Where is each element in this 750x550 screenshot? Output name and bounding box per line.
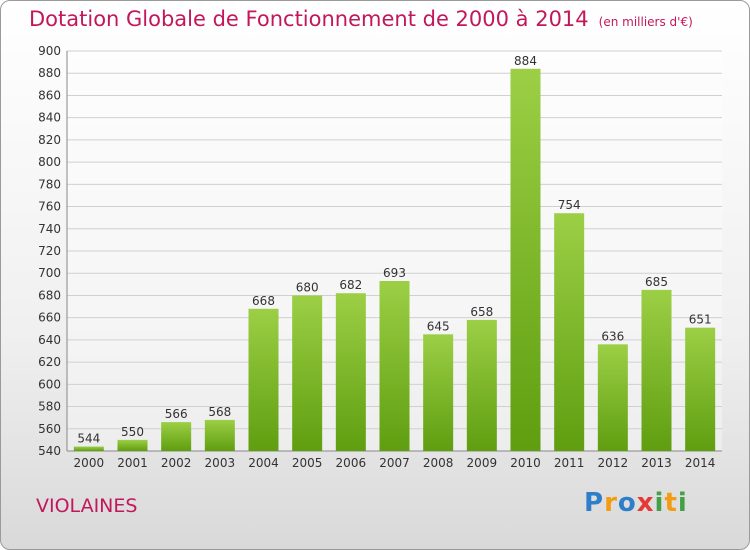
chart-title-text: Dotation Globale de Fonctionnement de 20…: [29, 7, 589, 31]
y-tick-label: 600: [38, 377, 61, 391]
y-tick-label: 840: [38, 111, 61, 125]
x-tick-label: 2010: [510, 456, 541, 470]
x-tick-label: 2006: [336, 456, 367, 470]
place-name: VIOLAINES: [36, 495, 138, 517]
x-tick-label: 2004: [248, 456, 279, 470]
y-tick-label: 700: [38, 266, 61, 280]
x-tick-label: 2008: [423, 456, 454, 470]
bar-2007: [379, 281, 410, 451]
data-label: 658: [470, 305, 493, 319]
bar-2008: [423, 334, 454, 451]
data-label: 884: [514, 54, 537, 68]
x-tick-label: 2000: [74, 456, 105, 470]
x-tick-label: 2007: [379, 456, 410, 470]
x-tick-label: 2011: [554, 456, 585, 470]
y-tick-label: 780: [38, 177, 61, 191]
bar-2012: [597, 344, 628, 451]
x-tick-label: 2005: [292, 456, 323, 470]
data-label: 680: [296, 280, 319, 294]
bar-2000: [73, 446, 104, 451]
data-label: 566: [165, 407, 188, 421]
bar-2009: [466, 319, 497, 451]
x-tick-label: 2012: [598, 456, 629, 470]
data-label: 645: [427, 319, 450, 333]
data-label: 544: [77, 432, 100, 446]
y-tick-label: 820: [38, 133, 61, 147]
x-tick-label: 2002: [161, 456, 192, 470]
bar-2001: [117, 439, 148, 451]
y-tick-label: 620: [38, 355, 61, 369]
x-tick-label: 2013: [641, 456, 672, 470]
bar-2006: [335, 293, 366, 451]
y-tick-label: 800: [38, 155, 61, 169]
y-tick-label: 720: [38, 244, 61, 258]
x-tick-label: 2001: [117, 456, 148, 470]
data-label: 668: [252, 294, 275, 308]
x-tick-label: 2003: [205, 456, 236, 470]
data-label: 636: [601, 329, 624, 343]
data-label: 682: [339, 278, 362, 292]
data-label: 685: [645, 275, 668, 289]
bar-2002: [161, 422, 192, 451]
y-tick-label: 660: [38, 311, 61, 325]
y-tick-label: 900: [38, 44, 61, 58]
y-tick-label: 540: [38, 444, 61, 458]
chart-title: Dotation Globale de Fonctionnement de 20…: [29, 7, 693, 31]
proxiti-logo: Proxiti: [584, 488, 688, 518]
data-label: 651: [689, 313, 712, 327]
data-label: 754: [558, 198, 581, 212]
y-tick-label: 880: [38, 66, 61, 80]
y-tick-label: 740: [38, 222, 61, 236]
y-tick-label: 640: [38, 333, 61, 347]
bar-2004: [248, 308, 279, 451]
bar-2005: [292, 295, 323, 451]
data-label: 568: [208, 405, 231, 419]
bar-2011: [554, 213, 585, 451]
y-tick-label: 760: [38, 200, 61, 214]
data-label: 693: [383, 266, 406, 280]
y-tick-label: 580: [38, 400, 61, 414]
chart-unit: (en milliers d'€): [598, 15, 693, 29]
bar-2013: [641, 289, 672, 451]
y-tick-label: 860: [38, 88, 61, 102]
y-tick-label: 560: [38, 422, 61, 436]
x-tick-label: 2009: [467, 456, 498, 470]
y-tick-label: 680: [38, 288, 61, 302]
data-label: 550: [121, 425, 144, 439]
bar-2010: [510, 68, 541, 452]
bar-2003: [204, 419, 235, 451]
x-tick-label: 2014: [685, 456, 716, 470]
bar-2014: [685, 327, 716, 451]
